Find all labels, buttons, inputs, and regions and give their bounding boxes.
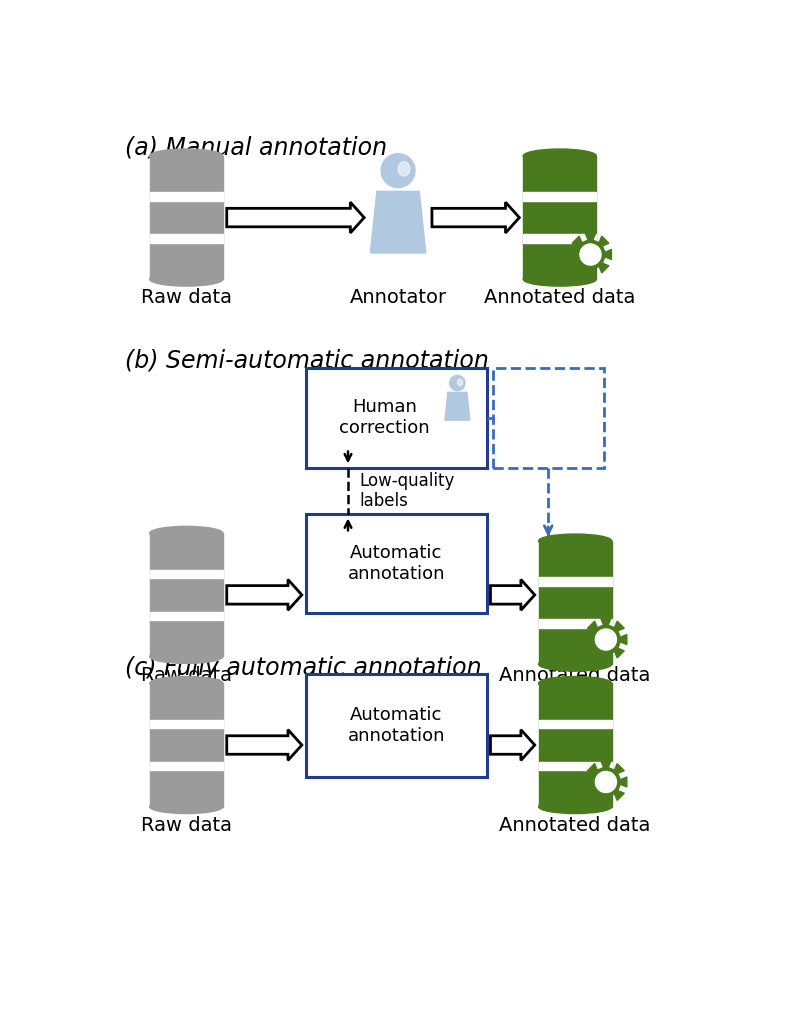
Ellipse shape [539, 657, 612, 671]
Polygon shape [490, 579, 535, 611]
Text: Automatic
annotation: Automatic annotation [347, 544, 445, 582]
Ellipse shape [539, 676, 612, 691]
Polygon shape [226, 579, 302, 611]
Polygon shape [445, 392, 470, 421]
Polygon shape [490, 730, 535, 760]
Bar [539, 683, 612, 807]
Text: Raw data: Raw data [141, 816, 232, 835]
Ellipse shape [150, 676, 223, 691]
Text: Annotator: Annotator [350, 288, 446, 307]
Bar [523, 192, 596, 201]
Ellipse shape [539, 534, 612, 548]
Text: Raw data: Raw data [141, 288, 232, 307]
Bar [150, 612, 223, 620]
Bar [150, 570, 223, 578]
Polygon shape [226, 202, 364, 233]
Text: Annotated data: Annotated data [500, 816, 651, 835]
Text: Automatic
annotation: Automatic annotation [347, 707, 445, 745]
Bar [150, 533, 223, 656]
Circle shape [599, 633, 613, 647]
Bar [150, 762, 223, 770]
Ellipse shape [539, 800, 612, 814]
FancyBboxPatch shape [306, 368, 487, 468]
Polygon shape [226, 730, 302, 760]
Circle shape [450, 375, 465, 390]
Polygon shape [371, 191, 426, 253]
Text: Annotated data: Annotated data [484, 288, 635, 307]
Circle shape [381, 154, 415, 187]
Bar [539, 541, 612, 664]
Polygon shape [432, 202, 520, 233]
Ellipse shape [150, 149, 223, 163]
Ellipse shape [150, 527, 223, 540]
FancyBboxPatch shape [306, 674, 487, 777]
Text: Annotated data: Annotated data [500, 665, 651, 684]
Polygon shape [570, 234, 611, 275]
Bar [523, 235, 596, 243]
Circle shape [599, 775, 613, 789]
Polygon shape [585, 619, 627, 660]
Text: (a) Manual annotation: (a) Manual annotation [124, 135, 387, 159]
Ellipse shape [150, 649, 223, 663]
Bar [150, 683, 223, 807]
Text: Low-quality
labels: Low-quality labels [359, 471, 455, 511]
Text: (c) Fully automatic annotation: (c) Fully automatic annotation [124, 656, 481, 680]
Bar [523, 156, 596, 279]
Ellipse shape [150, 272, 223, 286]
FancyBboxPatch shape [493, 368, 603, 468]
Bar [539, 620, 612, 628]
Bar [539, 762, 612, 770]
FancyBboxPatch shape [306, 514, 487, 613]
Ellipse shape [457, 379, 463, 385]
Bar [150, 156, 223, 279]
Text: Raw data: Raw data [141, 665, 232, 684]
Ellipse shape [398, 162, 410, 176]
Bar [150, 235, 223, 243]
Circle shape [583, 248, 598, 262]
Ellipse shape [523, 149, 596, 163]
Text: Human
correction: Human correction [340, 398, 430, 437]
Ellipse shape [523, 272, 596, 286]
Text: (b) Semi-automatic annotation: (b) Semi-automatic annotation [124, 349, 489, 372]
Ellipse shape [150, 800, 223, 814]
Polygon shape [585, 761, 627, 803]
Bar [150, 720, 223, 728]
Bar [539, 577, 612, 585]
Bar [150, 192, 223, 201]
Bar [539, 720, 612, 728]
